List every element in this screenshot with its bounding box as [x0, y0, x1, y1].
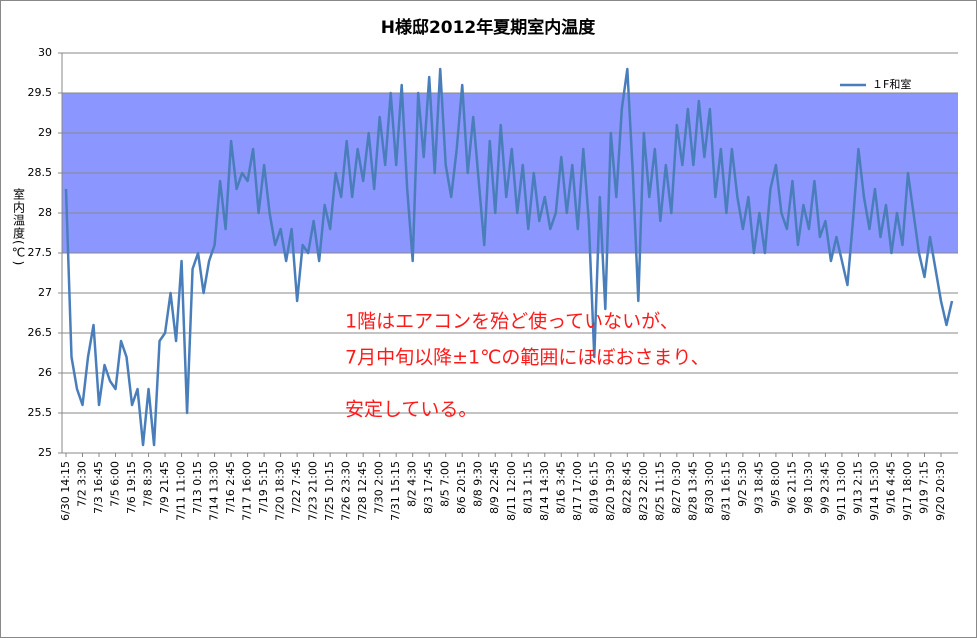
x-tick-label: 8/6 20:15 — [455, 461, 468, 514]
x-tick-label: 8/20 19:30 — [604, 461, 617, 521]
x-tick-label: 8/27 0:30 — [670, 461, 683, 514]
y-tick-label: 26 — [38, 366, 52, 379]
y-tick-label: 27 — [38, 286, 52, 299]
x-tick-label: 9/3 18:45 — [752, 461, 765, 514]
series-line — [64, 67, 954, 447]
annotation: 7月中旬以降±1℃の範囲にほぼおさまり、 — [345, 347, 710, 369]
x-tick-label: 8/14 14:30 — [538, 461, 551, 521]
x-tick-label: 9/9 23:45 — [818, 461, 831, 514]
y-axis-title: 室内温度(℃) — [12, 187, 26, 267]
chart-title: H様邸2012年夏期室内温度 — [381, 17, 597, 38]
x-tick-label: 7/13 0:15 — [191, 461, 204, 514]
x-tick-label: 9/14 15:30 — [868, 461, 881, 521]
x-tick-label: 9/20 20:30 — [934, 461, 947, 521]
x-tick-label: 7/20 18:30 — [274, 461, 287, 521]
x-tick-label: 9/19 7:15 — [917, 461, 930, 514]
x-tick-label: 9/5 8:00 — [769, 461, 782, 507]
x-tick-label: 7/17 16:00 — [241, 461, 254, 521]
x-tick-label: 8/30 3:00 — [703, 461, 716, 514]
x-tick-label: 7/26 23:30 — [340, 461, 353, 521]
x-tick-label: 7/30 2:00 — [373, 461, 386, 514]
x-tick-label: 8/19 6:15 — [587, 461, 600, 514]
x-tick-label: 7/5 6:00 — [109, 461, 122, 507]
x-tick-label: 7/28 12:45 — [356, 461, 369, 521]
x-tick-label: 8/16 3:45 — [554, 461, 567, 514]
y-tick-label: 25 — [38, 446, 52, 459]
annotation: 安定している。 — [345, 399, 477, 421]
x-tick-label: 9/17 18:00 — [901, 461, 914, 521]
x-tick-label: 9/11 13:00 — [835, 461, 848, 521]
y-tick-label: 25.5 — [28, 406, 53, 419]
x-tick-label: 8/9 22:45 — [488, 461, 501, 514]
y-tick-label: 29 — [38, 126, 52, 139]
x-tick-label: 9/16 4:45 — [884, 461, 897, 514]
x-tick-label: 8/3 17:45 — [422, 461, 435, 514]
x-tick-label: 7/23 21:00 — [307, 461, 320, 521]
x-tick-label: 7/22 7:45 — [290, 461, 303, 514]
x-tick-label: 8/23 22:00 — [637, 461, 650, 521]
y-tick-label: 30 — [38, 46, 52, 59]
annotation: 1階はエアコンを殆ど使っていないが、 — [345, 311, 679, 333]
y-tick-label: 26.5 — [28, 326, 53, 339]
x-tick-label: 9/6 21:15 — [785, 461, 798, 514]
x-tick-label: 7/11 11:00 — [175, 461, 188, 521]
x-tick-label: 7/8 8:30 — [142, 461, 155, 507]
x-tick-label: 8/8 9:30 — [472, 461, 485, 507]
x-tick-label: 9/2 5:30 — [736, 461, 749, 507]
x-tick-label: 8/28 13:45 — [686, 461, 699, 521]
x-tick-label: 8/2 4:30 — [406, 461, 419, 507]
y-tick-label: 28.5 — [28, 166, 53, 179]
x-tick-label: 9/8 10:30 — [802, 461, 815, 514]
x-tick-label: 6/30 14:15 — [59, 461, 72, 521]
x-tick-label: 8/31 16:15 — [719, 461, 732, 521]
x-tick-label: 8/17 17:00 — [571, 461, 584, 521]
x-tick-label: 8/25 11:15 — [653, 461, 666, 521]
y-tick-label: 29.5 — [28, 86, 53, 99]
x-tick-label: 7/2 3:30 — [76, 461, 89, 507]
x-tick-label: 9/13 2:15 — [851, 461, 864, 514]
legend-label: １F和室 — [872, 77, 911, 91]
x-tick-label: 7/31 15:15 — [389, 461, 402, 521]
x-tick-label: 8/5 7:00 — [439, 461, 452, 507]
x-tick-label: 7/6 19:15 — [125, 461, 138, 514]
y-tick-label: 27.5 — [28, 246, 53, 259]
x-tick-label: 8/13 1:15 — [521, 461, 534, 514]
x-tick-label: 7/9 21:45 — [158, 461, 171, 514]
x-tick-label: 7/16 2:45 — [224, 461, 237, 514]
x-tick-label: 7/14 13:30 — [208, 461, 221, 521]
x-tick-label: 7/3 16:45 — [92, 461, 105, 514]
y-tick-label: 28 — [38, 206, 52, 219]
x-tick-label: 8/22 8:45 — [620, 461, 633, 514]
x-tick-label: 8/11 12:00 — [505, 461, 518, 521]
x-tick-label: 7/25 10:15 — [323, 461, 336, 521]
x-tick-label: 7/19 5:15 — [257, 461, 270, 514]
